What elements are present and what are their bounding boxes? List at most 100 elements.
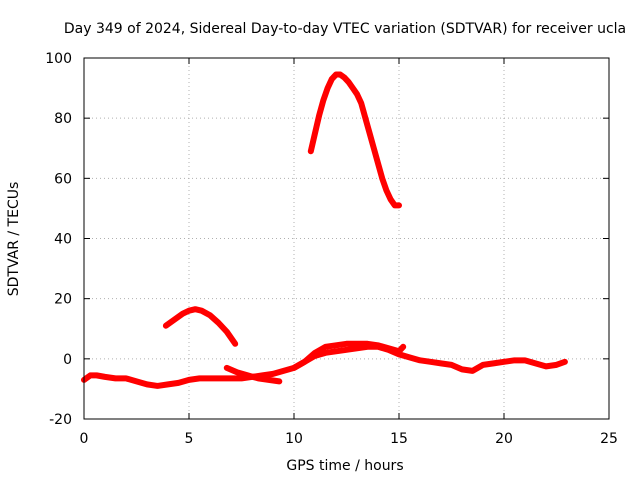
data-point [320, 97, 326, 103]
series-trace [307, 71, 402, 209]
data-point [163, 323, 169, 329]
y-tick-label: 100 [45, 51, 72, 67]
data-point [102, 374, 108, 380]
data-point [543, 363, 549, 369]
data-point [186, 308, 192, 314]
data-series [81, 71, 568, 389]
data-point [224, 365, 230, 371]
series-short-segment [223, 364, 283, 385]
data-point [276, 378, 282, 384]
x-tick-label: 20 [495, 431, 513, 447]
series-hump-5h [162, 306, 239, 347]
data-point [346, 79, 352, 85]
y-axis-label: SDTVAR / TECUs [6, 182, 22, 297]
data-point [329, 76, 335, 82]
y-tick-label: 0 [63, 352, 72, 368]
data-point [354, 341, 360, 347]
data-point [392, 202, 398, 209]
data-point [171, 317, 177, 323]
data-point [562, 359, 568, 365]
data-point [388, 196, 394, 202]
data-point [232, 341, 238, 347]
x-tick-label: 25 [600, 431, 618, 447]
data-point [417, 357, 423, 363]
data-point [396, 202, 402, 209]
data-point [532, 360, 539, 366]
data-point [358, 100, 364, 106]
x-tick-label: 5 [185, 431, 194, 447]
data-point [196, 375, 203, 381]
data-point [316, 112, 322, 118]
data-point [354, 345, 360, 351]
data-point [438, 360, 444, 366]
data-point [325, 85, 331, 91]
data-point [343, 347, 350, 353]
data-point [383, 187, 389, 193]
data-point [192, 306, 198, 312]
data-point [362, 115, 368, 121]
data-point [511, 357, 518, 363]
y-tick-label: 80 [54, 111, 72, 127]
data-point [207, 375, 213, 381]
x-tick-label: 15 [390, 431, 408, 447]
data-point [375, 342, 381, 348]
data-point [312, 130, 318, 136]
x-tick-label: 0 [80, 431, 89, 447]
y-tick-label: 40 [54, 232, 72, 248]
data-point [255, 375, 261, 381]
x-tick-label: 10 [285, 431, 303, 447]
data-point [379, 175, 385, 181]
data-point [217, 375, 224, 381]
data-point [343, 341, 350, 347]
data-point [337, 71, 343, 78]
data-point [459, 366, 465, 372]
data-point [385, 345, 392, 351]
x-axis-label: GPS time / hours [286, 458, 403, 474]
data-point [427, 359, 434, 365]
y-tick-label: 60 [54, 171, 72, 187]
data-point [350, 85, 356, 91]
series-trace [162, 306, 239, 347]
data-point [406, 354, 413, 360]
data-point [266, 377, 272, 383]
y-tick-label: -20 [49, 412, 72, 428]
data-point [333, 348, 339, 354]
data-point [490, 360, 497, 366]
series-ridge [291, 340, 407, 371]
data-point [154, 383, 161, 389]
data-point [123, 375, 129, 381]
data-point [400, 344, 406, 350]
data-point [312, 350, 318, 356]
data-point [165, 381, 171, 388]
data-point [224, 329, 230, 335]
data-point [301, 359, 308, 365]
data-point [144, 381, 150, 388]
data-point [553, 362, 560, 368]
data-point [280, 368, 287, 374]
data-point [94, 372, 100, 378]
series-baseline [81, 343, 568, 389]
data-point [234, 369, 240, 375]
data-point [322, 344, 329, 350]
data-point [215, 320, 221, 326]
data-point [364, 341, 371, 347]
data-point [180, 311, 186, 317]
y-tick-label: 20 [54, 292, 72, 308]
data-point [501, 359, 507, 365]
data-point [354, 91, 360, 97]
data-point [522, 357, 528, 363]
ticks: 0 5 10 15 20 25 -20 0 20 40 60 80 100 [45, 51, 618, 447]
data-point [341, 74, 347, 81]
data-point [238, 375, 245, 381]
data-point [322, 350, 329, 356]
data-point [291, 365, 297, 371]
data-point [448, 362, 455, 368]
data-point [270, 371, 276, 377]
data-point [87, 372, 93, 378]
data-point [245, 372, 251, 378]
data-point [228, 375, 234, 381]
data-point [186, 377, 192, 383]
data-point [367, 130, 373, 136]
data-point [199, 308, 205, 314]
